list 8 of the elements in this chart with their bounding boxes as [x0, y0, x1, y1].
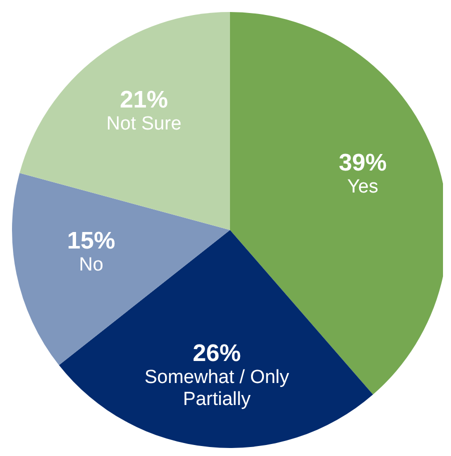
- data-label: 21%: [120, 86, 168, 114]
- slice-label: Yes: [347, 176, 378, 198]
- slice-label: Somewhat / Only Partially: [144, 367, 290, 410]
- slice-label: Not Sure: [106, 113, 182, 134]
- slice-label: No: [79, 254, 104, 276]
- data-label: 15%: [67, 227, 116, 254]
- data-label: 26%: [192, 340, 241, 368]
- data-label: 39%: [338, 149, 387, 176]
